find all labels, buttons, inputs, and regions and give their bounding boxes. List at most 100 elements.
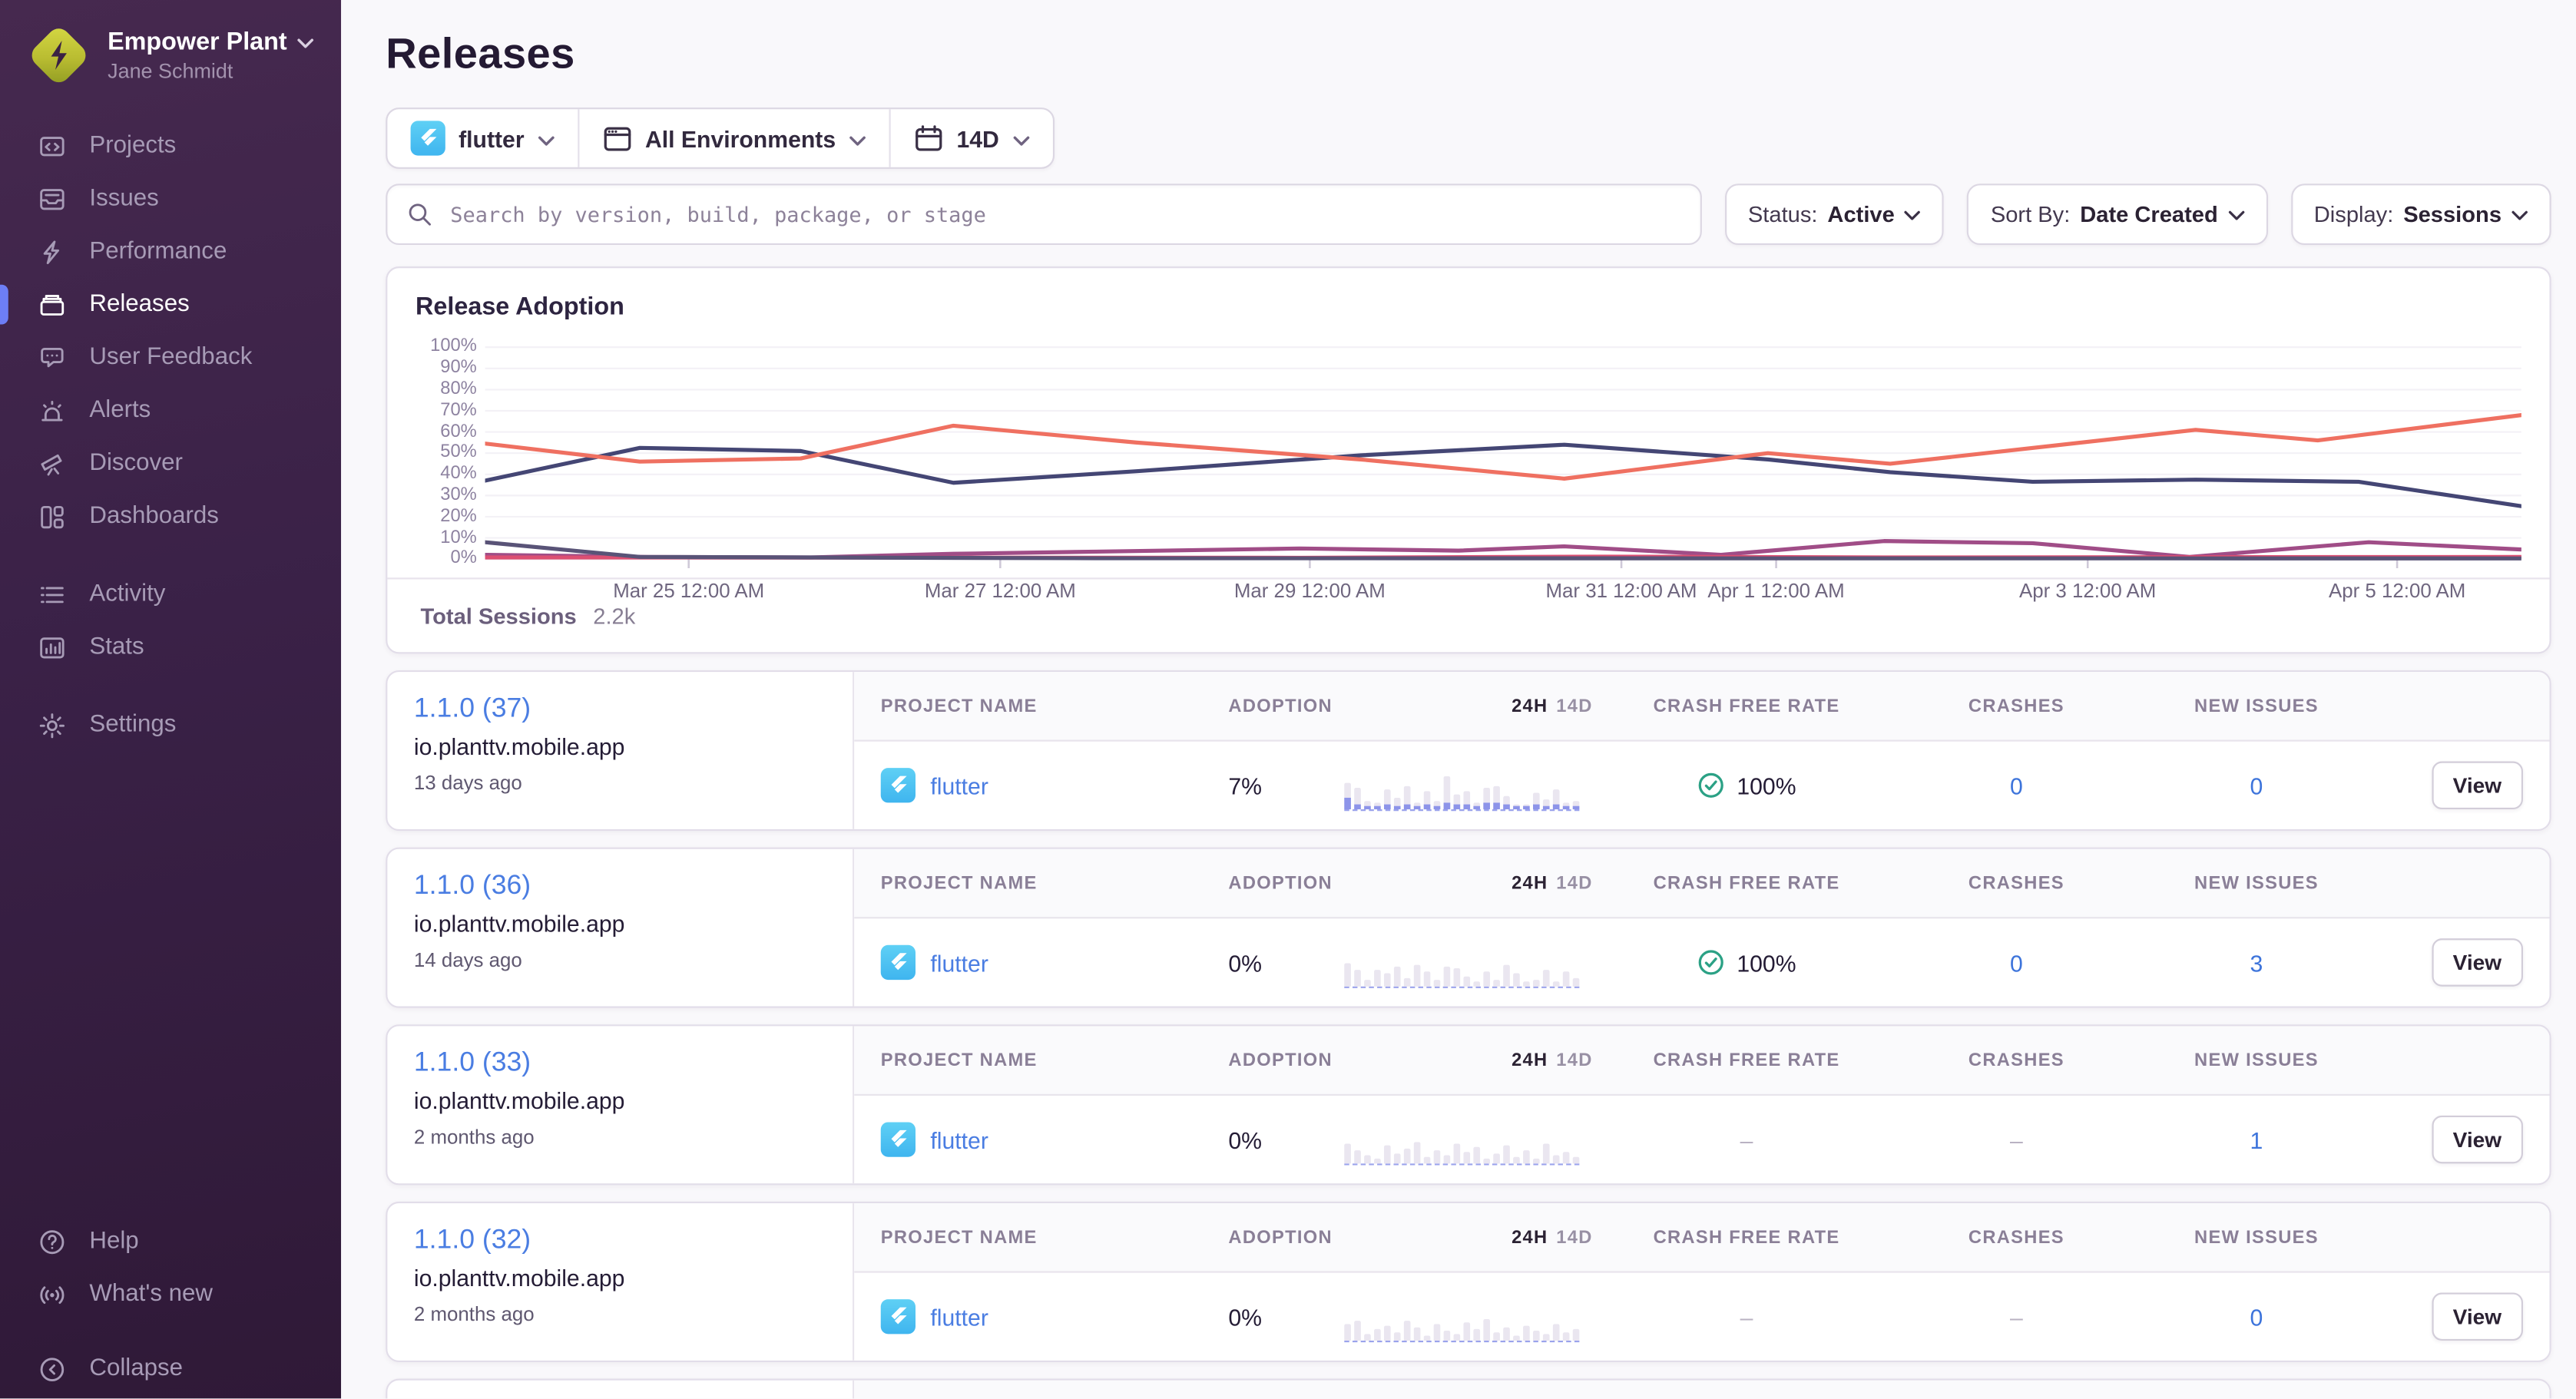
project-filter[interactable]: flutter xyxy=(387,109,577,167)
sort-dropdown[interactable]: Sort By: Date Created xyxy=(1967,184,2268,246)
release-version-link[interactable]: 1.1.0 (37) xyxy=(413,693,531,723)
release-package: io.planttv.mobile.app xyxy=(413,910,625,938)
toggle-24h[interactable]: 24H xyxy=(1511,873,1548,893)
sidebar-item-what-s-new[interactable]: What's new xyxy=(0,1268,341,1321)
sidebar-item-alerts[interactable]: Alerts xyxy=(0,384,341,437)
view-button[interactable]: View xyxy=(2431,761,2524,810)
new-issues-link[interactable]: 1 xyxy=(2250,1126,2263,1153)
crashes-link[interactable]: 0 xyxy=(2010,949,2023,976)
search-input[interactable] xyxy=(446,200,1680,229)
toggle-14d[interactable]: 14D xyxy=(1556,696,1593,716)
sidebar-item-label: Issues xyxy=(89,185,159,212)
release-card: 1.1.0 (32) io.planttv.mobile.app 2 month… xyxy=(386,1201,2551,1362)
display-dropdown[interactable]: Display: Sessions xyxy=(2290,184,2551,246)
sidebar-item-help[interactable]: Help xyxy=(0,1215,341,1268)
environment-filter-label: All Environments xyxy=(644,124,836,152)
status-dropdown[interactable]: Status: Active xyxy=(1724,184,1945,246)
y-tick-label: 50% xyxy=(440,442,477,463)
project-link[interactable]: flutter xyxy=(930,1126,988,1153)
sidebar-item-issues[interactable]: Issues xyxy=(0,172,341,225)
y-tick-label: 80% xyxy=(440,379,477,399)
release-version-link[interactable]: 1.1.0 (32) xyxy=(413,1225,531,1255)
view-button[interactable]: View xyxy=(2431,938,2524,987)
sidebar-item-performance[interactable]: Performance xyxy=(0,225,341,278)
toggle-24h[interactable]: 24H xyxy=(1511,1050,1548,1070)
user-name: Jane Schmidt xyxy=(108,59,233,83)
column-new-issues: NEW ISSUES xyxy=(2194,696,2319,716)
x-tick-label: Mar 25 12:00 AM xyxy=(613,579,765,603)
sidebar-item-user-feedback[interactable]: User Feedback xyxy=(0,331,341,384)
sidebar-item-releases[interactable]: Releases xyxy=(0,278,341,331)
page-filter-bar: flutter All Environments 14D xyxy=(386,107,1054,169)
column-project-name: PROJECT NAME xyxy=(880,873,1038,893)
dashboards-icon xyxy=(36,501,66,531)
y-tick-label: 0% xyxy=(450,548,477,568)
sidebar-item-projects[interactable]: Projects xyxy=(0,119,341,172)
issues-icon xyxy=(36,184,66,213)
discover-icon xyxy=(36,448,66,478)
view-button[interactable]: View xyxy=(2431,1292,2524,1341)
release-version-link[interactable]: 1.1.0 (36) xyxy=(413,870,531,901)
sidebar-item-discover[interactable]: Discover xyxy=(0,437,341,490)
y-tick-label: 10% xyxy=(440,527,477,547)
sidebar-item-dashboards[interactable]: Dashboards xyxy=(0,490,341,543)
x-tick-label: Mar 31 12:00 AM xyxy=(1545,579,1697,603)
project-link[interactable]: flutter xyxy=(930,1303,988,1330)
org-name: Empower Plant xyxy=(108,28,287,57)
sort-dropdown-label: Sort By: xyxy=(1990,201,2071,227)
crashes-link[interactable]: 0 xyxy=(2010,772,2023,799)
adoption-value: 0% xyxy=(1228,1126,1263,1153)
release-created: 2 months ago xyxy=(413,1125,535,1149)
toggle-14d[interactable]: 14D xyxy=(1556,1050,1593,1070)
flutter-icon xyxy=(880,1122,916,1157)
sidebar-item-stats[interactable]: Stats xyxy=(0,620,341,673)
column-adoption: ADOPTION xyxy=(1228,1050,1333,1070)
activity-icon xyxy=(36,579,66,609)
date-range-filter[interactable]: 14D xyxy=(889,109,1052,167)
releases-icon xyxy=(36,289,66,319)
sidebar-item-label: Help xyxy=(89,1229,139,1255)
y-tick-label: 40% xyxy=(440,463,477,484)
crash-free-cell: 100% xyxy=(1593,948,1901,977)
view-button[interactable]: View xyxy=(2431,1115,2524,1164)
crashes-cell: – xyxy=(1901,1303,2133,1329)
release-list: 1.1.0 (37) io.planttv.mobile.app 13 days… xyxy=(386,670,2551,1362)
chart-y-axis: 100% 90% 80% 70% 60% 50% 40% 30% 20% 10% 0% xyxy=(416,337,485,571)
adoption-value: 0% xyxy=(1228,949,1263,976)
column-crash-free-rate: CRASH FREE RATE xyxy=(1653,1050,1840,1070)
sidebar-item-collapse[interactable]: Collapse xyxy=(0,1343,341,1396)
sort-dropdown-value: Date Created xyxy=(2080,201,2218,227)
release-info: 1.1.0 (37) io.planttv.mobile.app 13 days… xyxy=(387,672,855,829)
sidebar-item-activity[interactable]: Activity xyxy=(0,567,341,620)
y-tick-label: 90% xyxy=(440,357,477,378)
release-created: 2 months ago xyxy=(413,1302,535,1326)
release-card-partial xyxy=(386,1378,2551,1399)
total-sessions-label: Total Sessions xyxy=(420,603,577,629)
release-card: 1.1.0 (37) io.planttv.mobile.app 13 days… xyxy=(386,670,2551,832)
release-version-link[interactable]: 1.1.0 (33) xyxy=(413,1047,531,1078)
crash-free-empty: – xyxy=(1740,1303,1753,1330)
x-tick-label: Mar 27 12:00 AM xyxy=(924,579,1076,603)
chevron-down-icon xyxy=(538,125,555,151)
column-adoption: ADOPTION xyxy=(1228,1227,1333,1248)
release-package: io.planttv.mobile.app xyxy=(413,1264,625,1292)
new-issues-link[interactable]: 0 xyxy=(2250,1303,2263,1330)
column-new-issues: NEW ISSUES xyxy=(2194,1050,2319,1070)
project-link[interactable]: flutter xyxy=(930,949,988,976)
org-switcher[interactable]: Empower Plant Jane Schmidt xyxy=(0,0,341,109)
release-table-row: flutter 0% 100% 0 3 View xyxy=(854,918,2549,1006)
new-issues-link[interactable]: 0 xyxy=(2250,772,2263,799)
environment-filter[interactable]: All Environments xyxy=(577,109,889,167)
new-issues-link[interactable]: 3 xyxy=(2250,949,2263,976)
chart-title: Release Adoption xyxy=(416,293,624,322)
project-link[interactable]: flutter xyxy=(930,772,988,799)
toggle-14d[interactable]: 14D xyxy=(1556,1227,1593,1248)
release-info: 1.1.0 (32) io.planttv.mobile.app 2 month… xyxy=(387,1203,855,1361)
sidebar-item-settings[interactable]: Settings xyxy=(0,699,341,752)
toggle-24h[interactable]: 24H xyxy=(1511,696,1548,716)
sidebar-item-label: User Feedback xyxy=(89,344,253,371)
column-24h-14d: 24H 14D xyxy=(1344,873,1592,893)
y-tick-label: 20% xyxy=(440,505,477,526)
toggle-24h[interactable]: 24H xyxy=(1511,1227,1548,1248)
toggle-14d[interactable]: 14D xyxy=(1556,873,1593,893)
